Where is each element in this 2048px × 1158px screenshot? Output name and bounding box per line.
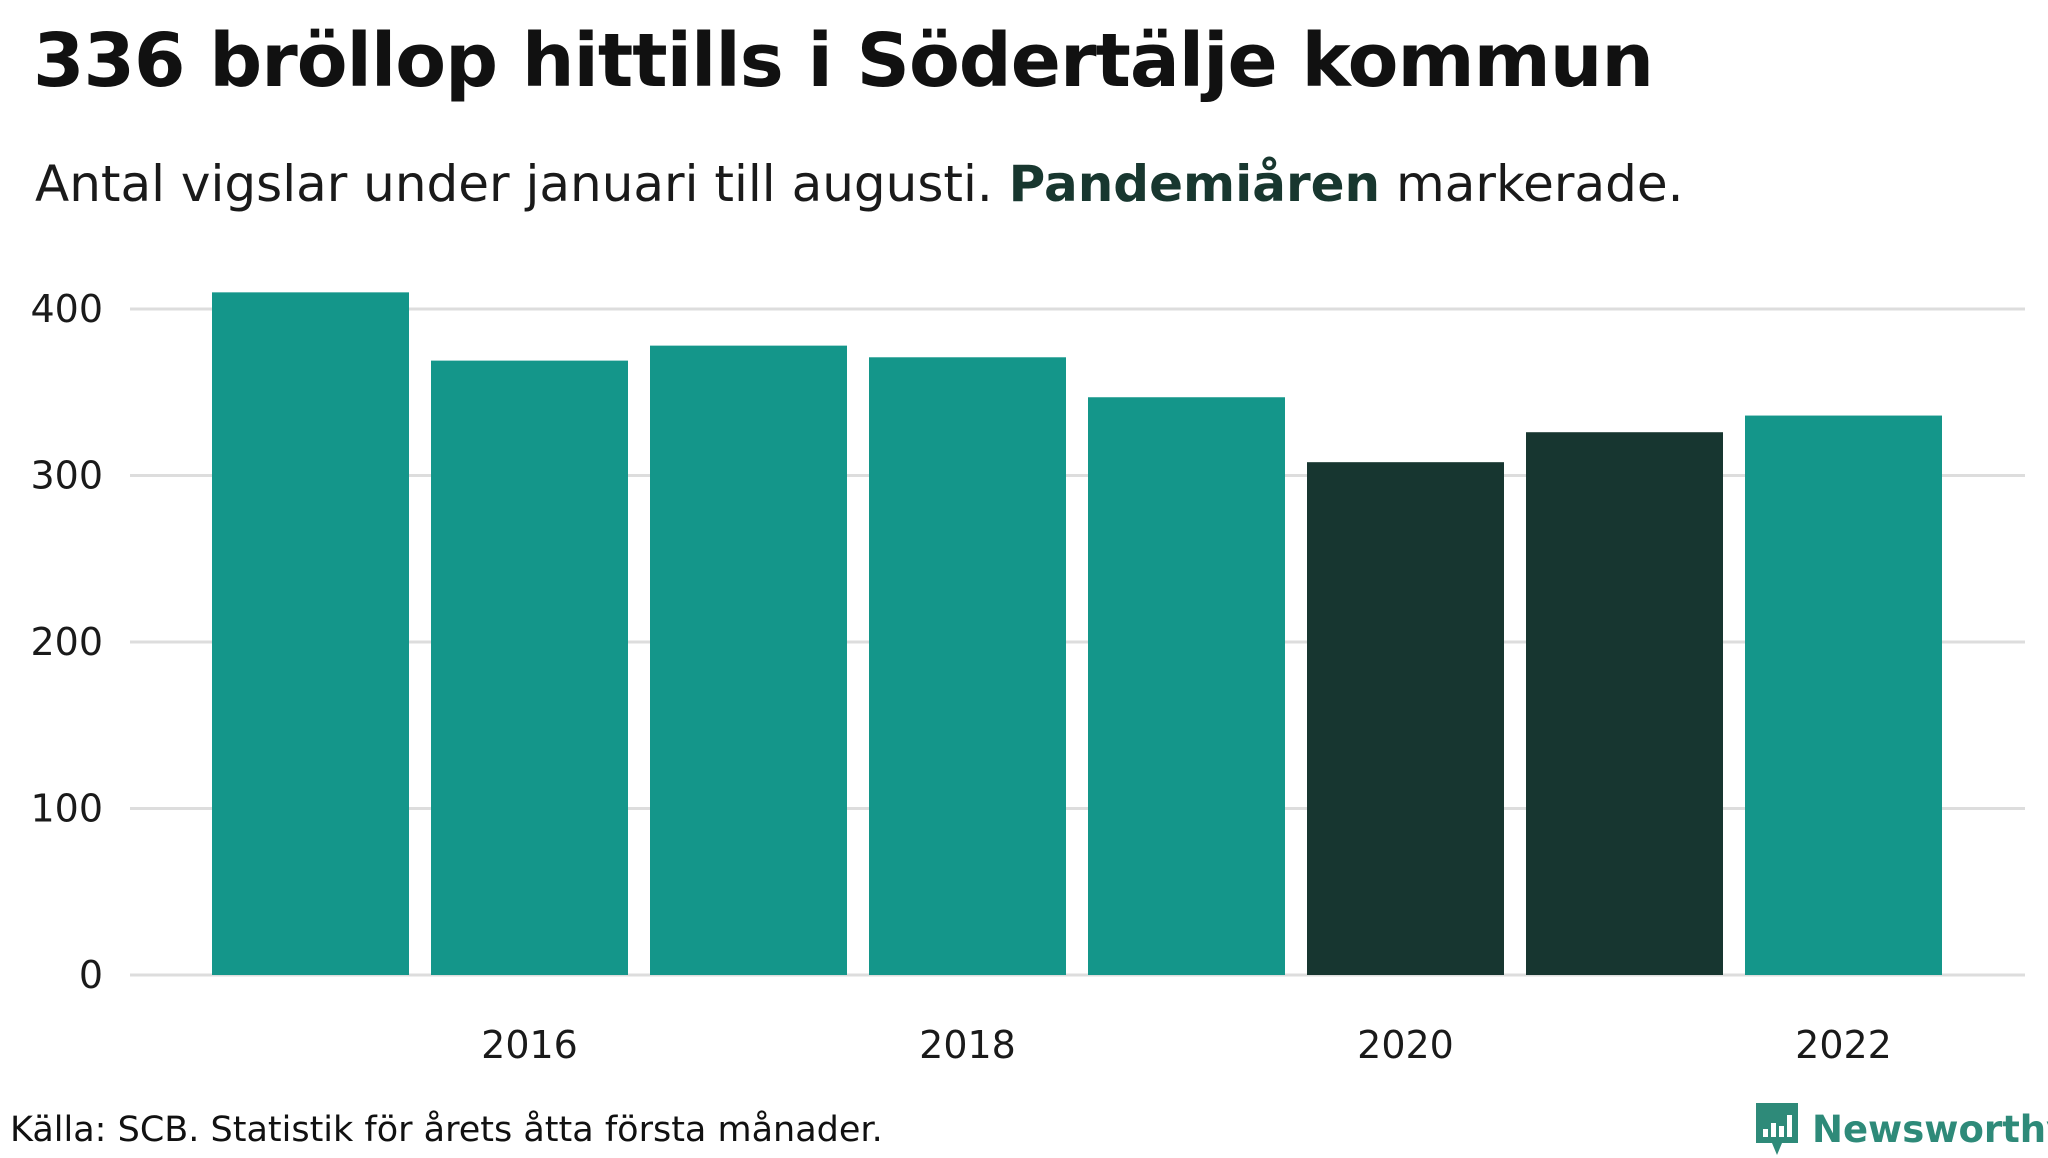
bar-2020	[1307, 462, 1504, 975]
y-tick-label-100: 100	[30, 787, 103, 831]
y-axis-labels: 0 100 200 300 400	[30, 287, 103, 997]
bar-2018	[869, 357, 1066, 975]
y-tick-label-300: 300	[30, 454, 103, 498]
bar-2019	[1088, 397, 1285, 975]
bar-2022	[1745, 415, 1942, 975]
bar-chart-flag-icon	[1756, 1103, 1798, 1155]
x-tick-label-2018: 2018	[919, 1023, 1016, 1067]
brand-logo[interactable]: Newsworthy	[1752, 1100, 2048, 1158]
grid-lines	[130, 307, 2025, 977]
chart-subtitle: Antal vigslar under januari till augusti…	[35, 155, 1683, 213]
bar-2017	[650, 345, 847, 975]
y-tick-label-200: 200	[30, 620, 103, 664]
subtitle-highlight: Pandemiåren	[1008, 155, 1381, 213]
x-tick-label-2022: 2022	[1795, 1023, 1892, 1067]
brand-name: Newsworthy	[1812, 1107, 2048, 1151]
subtitle-text: Antal vigslar under januari till augusti…	[35, 155, 1009, 213]
bar-2016	[431, 360, 628, 975]
x-tick-label-2016: 2016	[481, 1023, 578, 1067]
chart-title: 336 bröllop hittills i Södertälje kommun	[33, 18, 1654, 104]
subtitle-end: markerade.	[1380, 155, 1684, 213]
y-tick-label-400: 400	[30, 287, 103, 331]
bar-2015	[212, 292, 409, 976]
source-note: Källa: SCB. Statistik för årets åtta för…	[10, 1110, 883, 1150]
bars	[212, 292, 1942, 976]
bar-2021	[1526, 432, 1723, 976]
y-tick-label-0: 0	[79, 953, 103, 997]
x-axis-labels: 2016 2018 2020 2022	[481, 1023, 1892, 1067]
x-tick-label-2020: 2020	[1357, 1023, 1454, 1067]
